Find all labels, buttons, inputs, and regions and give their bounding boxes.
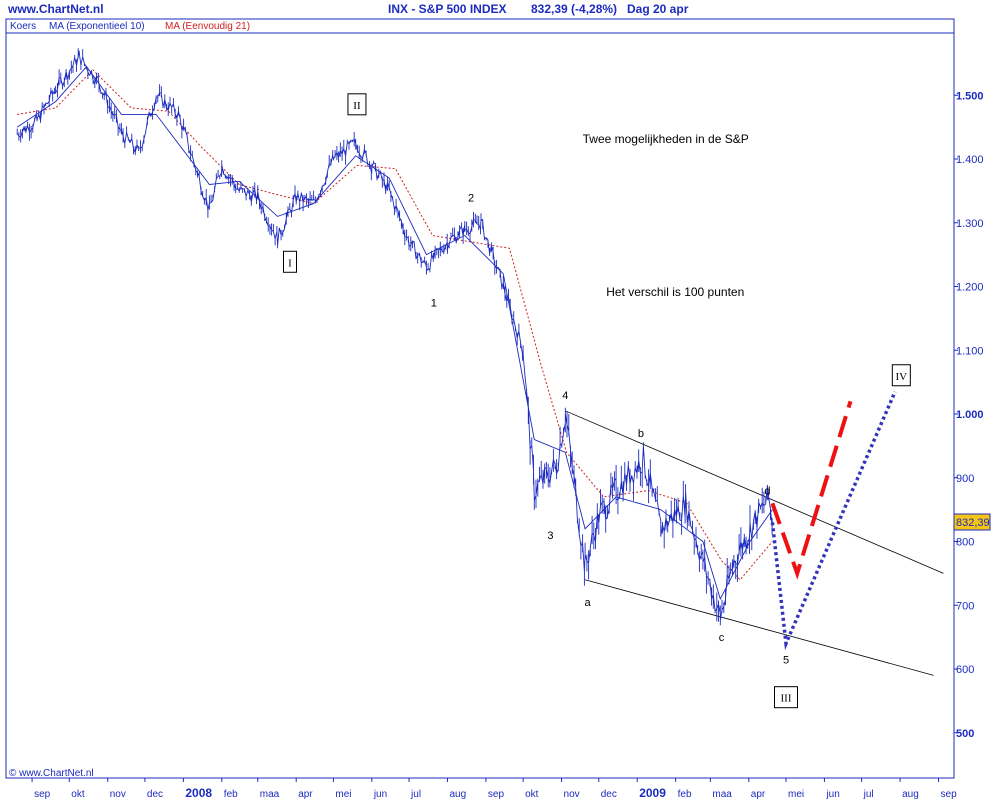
y-tick-label: 1.100 [956, 345, 984, 357]
y-tick-label: 800 [956, 537, 974, 549]
y-tick-label: 1.300 [956, 218, 984, 230]
y-tick-label: 1.200 [956, 282, 984, 294]
x-tick-label: jul [410, 789, 421, 800]
x-tick-label: sep [941, 789, 958, 800]
x-tick-label: jun [373, 789, 387, 800]
wave-label: 5 [783, 654, 789, 666]
wave-label: 1 [431, 297, 437, 309]
legend-koers: Koers [10, 21, 36, 32]
chart-annotation: Het verschil is 100 punten [606, 285, 744, 299]
red-dashed-forecast [770, 400, 853, 580]
x-tick-label: okt [71, 789, 85, 800]
site-name[interactable]: www.ChartNet.nl [7, 2, 104, 16]
y-tick-label: 500 [956, 728, 974, 740]
wave-label-box [347, 93, 367, 116]
y-tick-label: 1.400 [956, 154, 984, 166]
last-price-box [953, 513, 991, 531]
x-tick-label: sep [34, 789, 51, 800]
x-tick-label: jul [863, 789, 874, 800]
wave-label-box [891, 364, 911, 387]
wave-label: 2 [468, 192, 474, 204]
x-tick-label: apr [298, 789, 313, 800]
x-tick-label: aug [902, 789, 919, 800]
ma-simple-line [17, 69, 773, 581]
x-tick-label: mei [335, 789, 351, 800]
chart-annotation: Twee mogelijkheden in de S&P [583, 132, 749, 146]
x-tick-label: maa [260, 789, 280, 800]
quote: 832,39 (-4,28%) [531, 2, 617, 16]
x-tick-label: dec [147, 789, 163, 800]
wave-label: 4 [562, 390, 568, 402]
blue-dotted-forecast [770, 391, 897, 651]
x-tick-label: dec [601, 789, 617, 800]
wave-label: c [719, 632, 725, 644]
upper-channel-trendline [565, 410, 944, 574]
x-tick-label: apr [751, 789, 766, 800]
x-tick-label: 2008 [185, 786, 212, 800]
x-tick-label: sep [488, 789, 505, 800]
lower-channel-trendline [585, 579, 934, 676]
period: Dag 20 apr [627, 2, 689, 16]
y-tick-label: 600 [956, 664, 974, 676]
wave-label: a [585, 597, 592, 609]
wave-label: III [781, 693, 792, 705]
wave-label-box [774, 686, 798, 709]
legend-ma-simple: MA (Eenvoudig 21) [165, 21, 250, 32]
wave-label: d [764, 486, 770, 498]
wave-label-box [283, 250, 297, 273]
copyright: © www.ChartNet.nl [9, 768, 94, 779]
legend-ma-exp: MA (Exponentieel 10) [49, 21, 145, 32]
price-line [16, 48, 773, 626]
wave-label: I [288, 257, 292, 269]
wave-label: b [638, 428, 644, 440]
y-tick-label: 1.500 [956, 90, 984, 102]
x-tick-label: aug [449, 789, 466, 800]
x-tick-label: nov [110, 789, 126, 800]
x-tick-label: nov [564, 789, 580, 800]
last-price-label: 832,39 [956, 517, 990, 529]
x-tick-label: 2009 [639, 786, 666, 800]
x-tick-label: okt [525, 789, 539, 800]
y-tick-label: 900 [956, 473, 974, 485]
x-tick-label: mei [788, 789, 804, 800]
plot-frame [5, 18, 955, 779]
x-tick-label: maa [712, 789, 732, 800]
chart-title: INX - S&P 500 INDEX [388, 2, 507, 16]
y-tick-label: 700 [956, 600, 974, 612]
y-tick-label: 1.000 [956, 409, 984, 421]
x-tick-label: feb [678, 789, 692, 800]
wave-label: II [353, 100, 361, 112]
wave-label: IV [896, 371, 908, 383]
x-tick-label: feb [224, 789, 238, 800]
x-tick-label: jun [825, 789, 839, 800]
wave-label: 3 [547, 530, 553, 542]
